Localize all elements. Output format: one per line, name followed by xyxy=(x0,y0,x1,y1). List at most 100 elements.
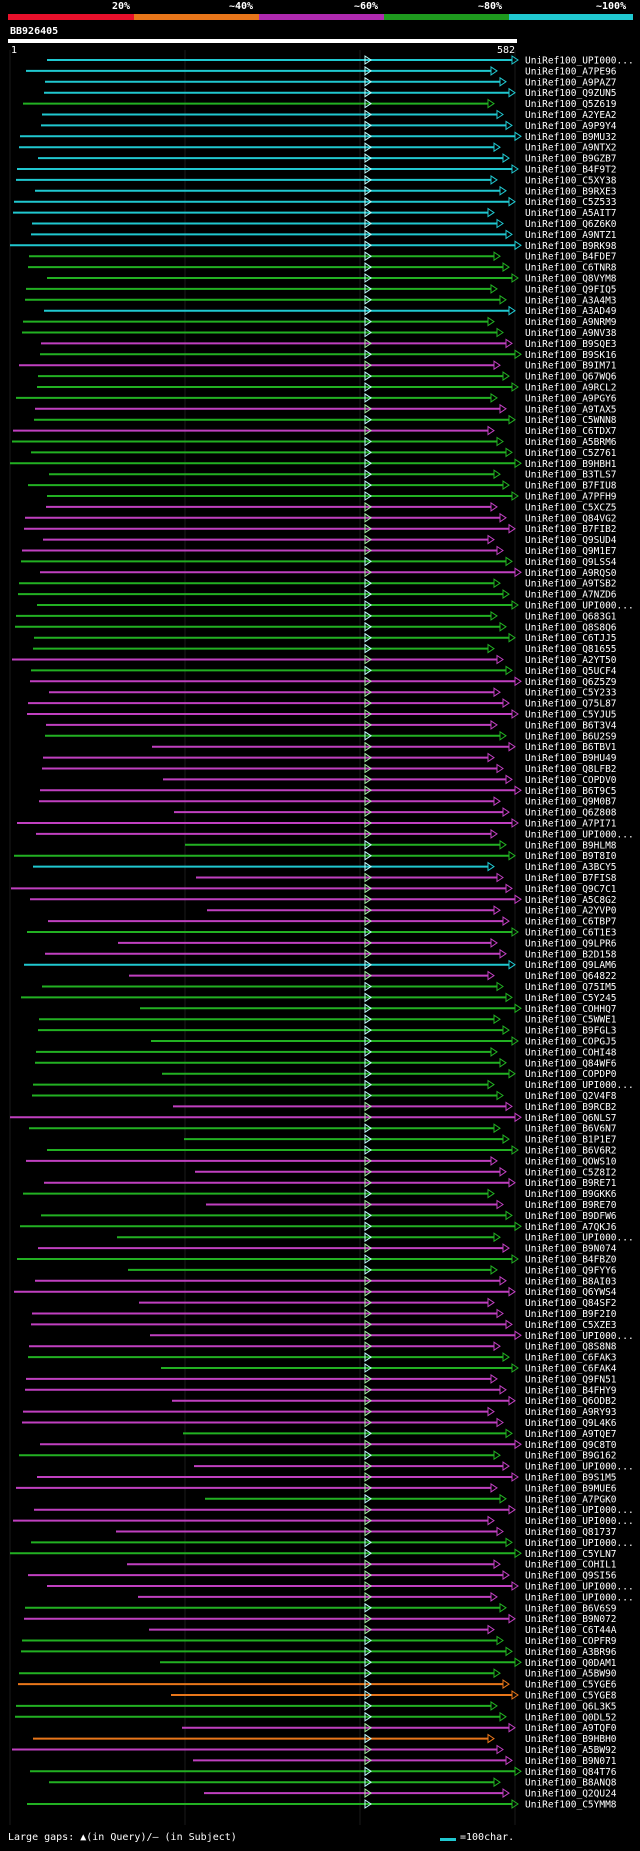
hit-label[interactable]: UniRef100_UPI000... xyxy=(525,1233,634,1244)
hit-label[interactable]: UniRef100_B9N071 xyxy=(525,1756,617,1767)
hit-label[interactable]: UniRef100_Q9C8T0 xyxy=(525,1440,617,1451)
hit-label[interactable]: UniRef100_Q81655 xyxy=(525,644,617,655)
hit-label[interactable]: UniRef100_Q6NLS7 xyxy=(525,1113,617,1124)
hit-label[interactable]: UniRef100_UPI000... xyxy=(525,1462,634,1473)
hit-label[interactable]: UniRef100_A7NZD6 xyxy=(525,590,617,601)
hit-label[interactable]: UniRef100_Q8VYM8 xyxy=(525,274,617,285)
hit-label[interactable]: UniRef100_B9DFW6 xyxy=(525,1211,617,1222)
hit-label[interactable]: UniRef100_B9MU32 xyxy=(525,132,617,143)
hit-label[interactable]: UniRef100_Q64822 xyxy=(525,971,617,982)
hit-label[interactable]: UniRef100_B9T8I0 xyxy=(525,851,617,862)
hit-label[interactable]: UniRef100_A9P9Y4 xyxy=(525,121,617,132)
hit-label[interactable]: UniRef100_Q9M1E7 xyxy=(525,546,617,557)
hit-label[interactable]: UniRef100_A9RQS0 xyxy=(525,568,617,579)
hit-label[interactable]: UniRef100_Q0DAM1 xyxy=(525,1658,617,1669)
hit-label[interactable]: UniRef100_A3A4M3 xyxy=(525,295,617,306)
hit-label[interactable]: UniRef100_B9RK98 xyxy=(525,241,617,252)
hit-label[interactable]: UniRef100_COHIL1 xyxy=(525,1560,617,1571)
hit-label[interactable]: UniRef100_Q9FIQ5 xyxy=(525,284,617,295)
hit-label[interactable]: UniRef100_A9TQE7 xyxy=(525,1429,617,1440)
hit-label[interactable]: UniRef100_Q9FYY6 xyxy=(525,1265,617,1276)
hit-label[interactable]: UniRef100_A5BRM6 xyxy=(525,437,617,448)
hit-label[interactable]: UniRef100_A7PFH9 xyxy=(525,492,617,503)
hit-label[interactable]: UniRef100_B7FIU8 xyxy=(525,481,617,492)
hit-label[interactable]: UniRef100_A9RY93 xyxy=(525,1407,617,1418)
hit-label[interactable]: UniRef100_Q9LAM6 xyxy=(525,960,617,971)
hit-label[interactable]: UniRef100_Q6YWS4 xyxy=(525,1287,617,1298)
hit-label[interactable]: UniRef100_C6T44A xyxy=(525,1625,617,1636)
hit-label[interactable]: UniRef100_Q6Z808 xyxy=(525,808,617,819)
hit-label[interactable]: UniRef100_C5Y233 xyxy=(525,688,617,699)
hit-label[interactable]: UniRef100_Q9M0B7 xyxy=(525,797,617,808)
hit-label[interactable]: UniRef100_B9HLM8 xyxy=(525,840,617,851)
hit-label[interactable]: UniRef100_B9GKK6 xyxy=(525,1189,617,1200)
hit-label[interactable]: UniRef100_B9SK16 xyxy=(525,350,617,361)
hit-label[interactable]: UniRef100_A5C8G2 xyxy=(525,895,617,906)
hit-label[interactable]: UniRef100_Q8LFB2 xyxy=(525,764,617,775)
hit-label[interactable]: UniRef100_B6V6R2 xyxy=(525,1146,617,1157)
hit-label[interactable]: UniRef100_UPI000... xyxy=(525,601,634,612)
hit-label[interactable]: UniRef100_C5YGE6 xyxy=(525,1680,617,1691)
hit-label[interactable]: UniRef100_B4FBZ0 xyxy=(525,1255,617,1266)
hit-label[interactable]: UniRef100_B4FHY9 xyxy=(525,1385,617,1396)
hit-label[interactable]: UniRef100_B9HBH1 xyxy=(525,459,617,470)
hit-label[interactable]: UniRef100_A2YT50 xyxy=(525,655,617,666)
hit-label[interactable]: UniRef100_COPDV0 xyxy=(525,775,617,786)
hit-label[interactable]: UniRef100_A9TQF0 xyxy=(525,1723,617,1734)
hit-label[interactable]: UniRef100_C5WNN8 xyxy=(525,415,617,426)
hit-label[interactable]: UniRef100_C6T1E3 xyxy=(525,928,617,939)
hit-label[interactable]: UniRef100_C5XCZ5 xyxy=(525,502,617,513)
hit-label[interactable]: UniRef100_Q75IM5 xyxy=(525,982,617,993)
hit-label[interactable]: UniRef100_A7PGK0 xyxy=(525,1494,617,1505)
hit-label[interactable]: UniRef100_B6U2S9 xyxy=(525,731,617,742)
hit-label[interactable]: UniRef100_Q8S8Q6 xyxy=(525,622,617,633)
hit-label[interactable]: UniRef100_C5Z8I2 xyxy=(525,1167,617,1178)
hit-label[interactable]: UniRef100_C5Y245 xyxy=(525,993,617,1004)
hit-label[interactable]: UniRef100_Q9SI56 xyxy=(525,1571,617,1582)
hit-label[interactable]: UniRef100_Q9FN51 xyxy=(525,1374,617,1385)
hit-label[interactable]: UniRef100_C5YLN7 xyxy=(525,1549,617,1560)
hit-label[interactable]: UniRef100_C5XZE3 xyxy=(525,1320,617,1331)
hit-label[interactable]: UniRef100_Q84T76 xyxy=(525,1767,617,1778)
hit-label[interactable]: UniRef100_Q9ZUN5 xyxy=(525,88,617,99)
hit-label[interactable]: UniRef100_A9TSB2 xyxy=(525,579,617,590)
hit-label[interactable]: UniRef100_B1P1E7 xyxy=(525,1135,617,1146)
hit-label[interactable]: UniRef100_C6FAK3 xyxy=(525,1353,617,1364)
hit-label[interactable]: UniRef100_B9HBH0 xyxy=(525,1734,617,1745)
hit-label[interactable]: UniRef100_C6TJJ5 xyxy=(525,633,617,644)
hit-label[interactable]: UniRef100_C6TBP7 xyxy=(525,917,617,928)
hit-label[interactable]: UniRef100_Q6ODB2 xyxy=(525,1396,617,1407)
hit-label[interactable]: UniRef100_A2YVP0 xyxy=(525,906,617,917)
hit-label[interactable]: UniRef100_UPI000... xyxy=(525,1592,634,1603)
hit-label[interactable]: UniRef100_B9F2I0 xyxy=(525,1309,617,1320)
hit-label[interactable]: UniRef100_A7PI71 xyxy=(525,819,617,830)
hit-label[interactable]: UniRef100_UPI000... xyxy=(525,1505,634,1516)
hit-label[interactable]: UniRef100_C5WWE1 xyxy=(525,1015,617,1026)
hit-label[interactable]: UniRef100_A9TAX5 xyxy=(525,404,617,415)
hit-label[interactable]: UniRef100_C5YGE8 xyxy=(525,1691,617,1702)
hit-label[interactable]: UniRef100_C5YMM8 xyxy=(525,1800,617,1811)
hit-label[interactable]: UniRef100_A9NRM9 xyxy=(525,317,617,328)
hit-label[interactable]: UniRef100_Q6Z5Z9 xyxy=(525,677,617,688)
hit-label[interactable]: UniRef100_Q9LPR6 xyxy=(525,938,617,949)
hit-label[interactable]: UniRef100_Q5Z619 xyxy=(525,99,617,110)
hit-label[interactable]: UniRef100_B9FGL3 xyxy=(525,1026,617,1037)
hit-label[interactable]: UniRef100_Q2QU24 xyxy=(525,1789,617,1800)
hit-label[interactable]: UniRef100_A9NTX2 xyxy=(525,143,617,154)
hit-label[interactable]: UniRef100_Q6Z6K0 xyxy=(525,219,617,230)
hit-label[interactable]: UniRef100_Q8S8N8 xyxy=(525,1342,617,1353)
hit-label[interactable]: UniRef100_A9NV38 xyxy=(525,328,617,339)
hit-label[interactable]: UniRef100_Q5UCF4 xyxy=(525,666,617,677)
hit-label[interactable]: UniRef100_B4FDE7 xyxy=(525,252,617,263)
hit-label[interactable]: UniRef100_Q84SF2 xyxy=(525,1298,617,1309)
hit-label[interactable]: UniRef100_B3TLS7 xyxy=(525,470,617,481)
hit-label[interactable]: UniRef100_UPI000... xyxy=(525,1516,634,1527)
hit-label[interactable]: UniRef100_B7FIS8 xyxy=(525,873,617,884)
hit-label[interactable]: UniRef100_B9HU49 xyxy=(525,753,617,764)
hit-label[interactable]: UniRef100_COHHQ7 xyxy=(525,1004,617,1015)
hit-label[interactable]: UniRef100_C6FAK4 xyxy=(525,1364,617,1375)
hit-label[interactable]: UniRef100_Q84WF6 xyxy=(525,1058,617,1069)
hit-label[interactable]: UniRef100_C6TNR8 xyxy=(525,263,617,274)
hit-label[interactable]: UniRef100_Q67WQ6 xyxy=(525,372,617,383)
hit-label[interactable]: UniRef100_B9N072 xyxy=(525,1614,617,1625)
